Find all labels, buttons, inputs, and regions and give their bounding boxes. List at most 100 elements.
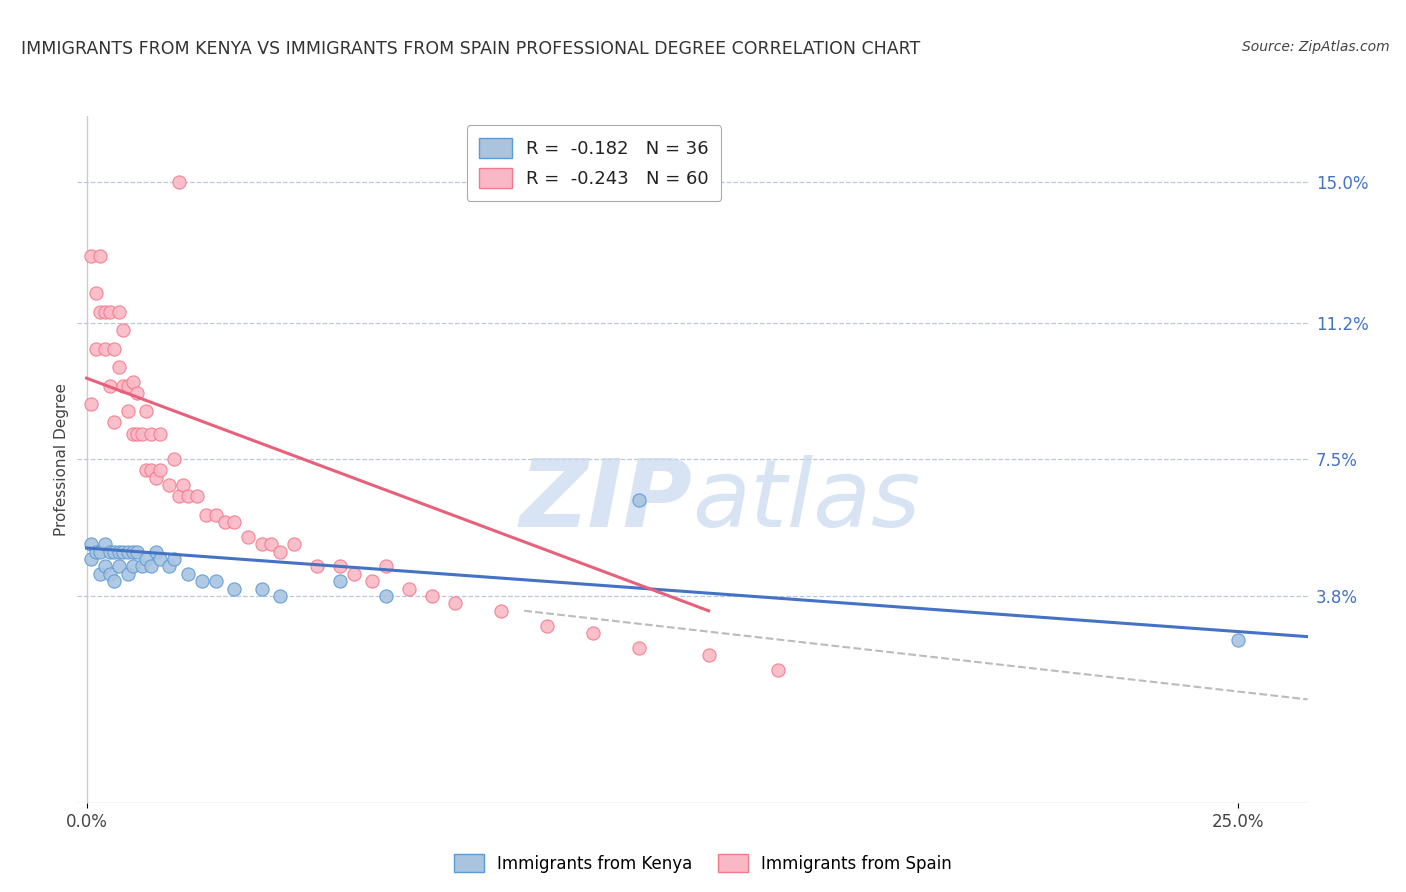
- Point: [121, 559, 143, 574]
- Point: [361, 574, 384, 589]
- Point: [375, 589, 398, 603]
- Point: [204, 574, 226, 589]
- Point: [177, 566, 200, 581]
- Point: [420, 589, 443, 603]
- Point: [94, 537, 117, 551]
- Point: [80, 249, 103, 263]
- Text: IMMIGRANTS FROM KENYA VS IMMIGRANTS FROM SPAIN PROFESSIONAL DEGREE CORRELATION C: IMMIGRANTS FROM KENYA VS IMMIGRANTS FROM…: [21, 40, 921, 58]
- Point: [135, 463, 157, 477]
- Point: [98, 544, 121, 558]
- Point: [103, 342, 125, 356]
- Point: [222, 515, 245, 529]
- Point: [127, 385, 149, 400]
- Point: [94, 559, 117, 574]
- Point: [103, 544, 125, 558]
- Point: [121, 426, 143, 441]
- Point: [127, 544, 149, 558]
- Point: [98, 304, 121, 318]
- Point: [112, 323, 135, 337]
- Point: [139, 463, 162, 477]
- Point: [149, 552, 172, 566]
- Point: [107, 559, 129, 574]
- Text: ZIP: ZIP: [520, 455, 693, 547]
- Point: [98, 378, 121, 392]
- Point: [89, 249, 111, 263]
- Text: Source: ZipAtlas.com: Source: ZipAtlas.com: [1241, 40, 1389, 54]
- Point: [489, 604, 512, 618]
- Legend: R =  -0.182   N = 36, R =  -0.243   N = 60: R = -0.182 N = 36, R = -0.243 N = 60: [467, 125, 721, 201]
- Point: [80, 537, 103, 551]
- Point: [329, 559, 352, 574]
- Point: [159, 478, 181, 492]
- Point: [343, 566, 366, 581]
- Point: [186, 489, 208, 503]
- Point: [149, 463, 172, 477]
- Point: [89, 566, 111, 581]
- Point: [214, 515, 236, 529]
- Point: [84, 544, 107, 558]
- Point: [444, 596, 467, 610]
- Point: [139, 426, 162, 441]
- Point: [163, 452, 186, 467]
- Point: [121, 544, 143, 558]
- Y-axis label: Professional Degree: Professional Degree: [53, 383, 69, 536]
- Text: atlas: atlas: [693, 455, 921, 546]
- Point: [135, 552, 157, 566]
- Point: [283, 537, 305, 551]
- Point: [269, 544, 291, 558]
- Point: [536, 618, 558, 632]
- Point: [112, 378, 135, 392]
- Point: [117, 544, 139, 558]
- Point: [204, 508, 226, 522]
- Point: [94, 342, 117, 356]
- Point: [236, 530, 259, 544]
- Point: [121, 375, 143, 389]
- Point: [89, 304, 111, 318]
- Point: [628, 640, 651, 655]
- Point: [107, 360, 129, 375]
- Point: [131, 559, 153, 574]
- Point: [117, 566, 139, 581]
- Legend: Immigrants from Kenya, Immigrants from Spain: Immigrants from Kenya, Immigrants from S…: [447, 847, 959, 880]
- Point: [107, 544, 129, 558]
- Point: [131, 426, 153, 441]
- Point: [117, 378, 139, 392]
- Point: [305, 559, 328, 574]
- Point: [80, 397, 103, 411]
- Point: [375, 559, 398, 574]
- Point: [329, 574, 352, 589]
- Point: [89, 544, 111, 558]
- Point: [107, 304, 129, 318]
- Point: [98, 566, 121, 581]
- Point: [1227, 633, 1250, 648]
- Point: [167, 489, 190, 503]
- Point: [250, 582, 273, 596]
- Point: [127, 426, 149, 441]
- Point: [117, 404, 139, 418]
- Point: [697, 648, 720, 662]
- Point: [260, 537, 283, 551]
- Point: [222, 582, 245, 596]
- Point: [145, 471, 167, 485]
- Point: [145, 544, 167, 558]
- Point: [139, 559, 162, 574]
- Point: [84, 342, 107, 356]
- Point: [80, 552, 103, 566]
- Point: [177, 489, 200, 503]
- Point: [172, 478, 194, 492]
- Point: [628, 493, 651, 508]
- Point: [582, 626, 605, 640]
- Point: [84, 286, 107, 301]
- Point: [163, 552, 186, 566]
- Point: [766, 663, 789, 677]
- Point: [112, 544, 135, 558]
- Point: [103, 416, 125, 430]
- Point: [103, 574, 125, 589]
- Point: [149, 426, 172, 441]
- Point: [159, 559, 181, 574]
- Point: [269, 589, 291, 603]
- Point: [398, 582, 420, 596]
- Point: [167, 176, 190, 190]
- Point: [135, 404, 157, 418]
- Point: [195, 508, 218, 522]
